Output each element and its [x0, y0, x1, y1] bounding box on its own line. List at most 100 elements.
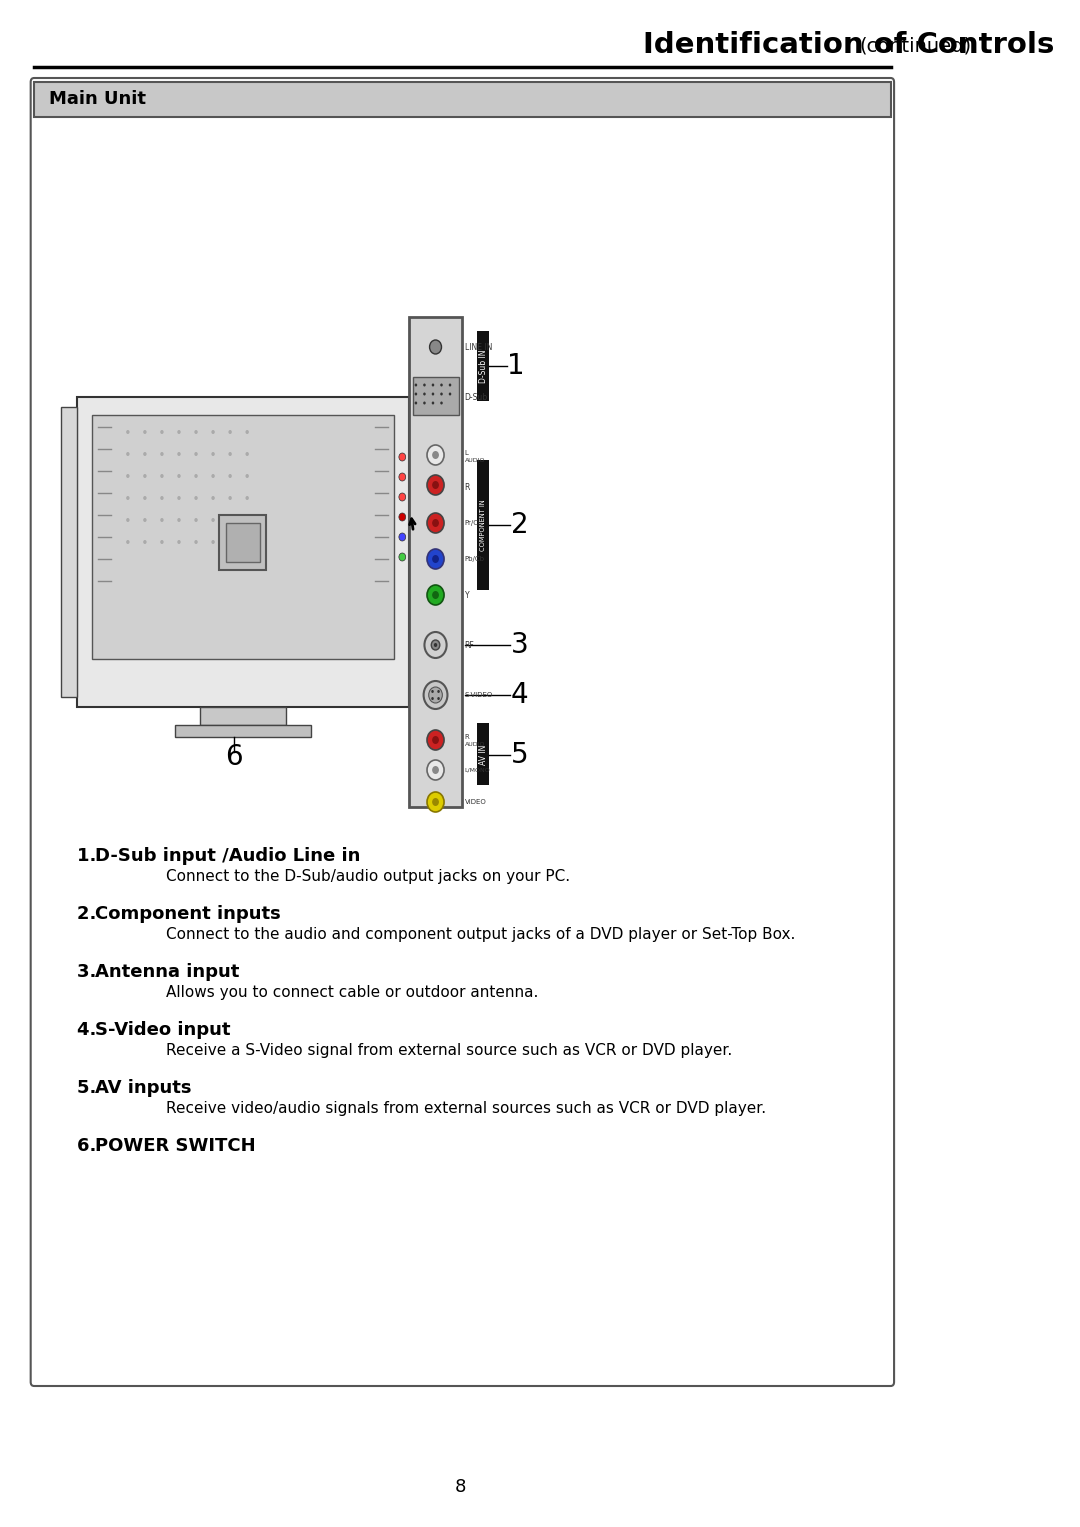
- Circle shape: [427, 513, 444, 533]
- Circle shape: [212, 518, 215, 522]
- Circle shape: [194, 473, 198, 478]
- Text: Pb/Cb: Pb/Cb: [464, 556, 485, 562]
- Circle shape: [432, 767, 438, 774]
- Circle shape: [427, 760, 444, 780]
- Text: L/MONO: L/MONO: [464, 768, 490, 773]
- Text: RF: RF: [464, 640, 474, 649]
- Bar: [477, 460, 489, 589]
- Circle shape: [399, 493, 406, 501]
- Circle shape: [126, 473, 130, 478]
- Bar: [77, 397, 409, 707]
- Bar: [92, 415, 394, 660]
- Circle shape: [144, 541, 147, 544]
- Text: 4: 4: [511, 681, 529, 709]
- Circle shape: [229, 541, 232, 544]
- Circle shape: [212, 431, 215, 434]
- Circle shape: [427, 550, 444, 570]
- Text: (continued): (continued): [859, 37, 971, 55]
- Circle shape: [399, 454, 406, 461]
- Circle shape: [245, 518, 248, 522]
- Circle shape: [427, 585, 444, 605]
- Circle shape: [160, 541, 164, 544]
- Circle shape: [126, 541, 130, 544]
- Text: Receive video/audio signals from external sources such as VCR or DVD player.: Receive video/audio signals from externa…: [166, 1101, 767, 1116]
- Text: 2.: 2.: [77, 906, 103, 922]
- Text: S-Video input: S-Video input: [95, 1022, 231, 1038]
- Circle shape: [126, 431, 130, 434]
- Text: POWER SWITCH: POWER SWITCH: [95, 1138, 256, 1154]
- Text: COMPONENT IN: COMPONENT IN: [481, 499, 486, 551]
- Circle shape: [441, 383, 443, 386]
- Bar: [35, 82, 891, 118]
- Circle shape: [177, 452, 180, 457]
- Bar: [477, 722, 489, 785]
- Circle shape: [399, 553, 406, 560]
- Circle shape: [441, 392, 443, 395]
- Text: Allows you to connect cable or outdoor antenna.: Allows you to connect cable or outdoor a…: [166, 985, 539, 1000]
- Text: Identification of Controls: Identification of Controls: [644, 31, 1055, 60]
- Text: D-Sub input /Audio Line in: D-Sub input /Audio Line in: [95, 847, 361, 864]
- Circle shape: [399, 533, 406, 541]
- Circle shape: [415, 392, 417, 395]
- Circle shape: [432, 591, 438, 599]
- Text: Y: Y: [464, 591, 469, 600]
- Circle shape: [160, 473, 164, 478]
- Circle shape: [212, 473, 215, 478]
- Circle shape: [229, 518, 232, 522]
- Circle shape: [427, 793, 444, 812]
- Text: 6.: 6.: [77, 1138, 103, 1154]
- Circle shape: [432, 519, 438, 527]
- Circle shape: [194, 541, 198, 544]
- Text: Connect to the D-Sub/audio output jacks on your PC.: Connect to the D-Sub/audio output jacks …: [166, 869, 570, 884]
- Bar: [219, 515, 267, 570]
- Circle shape: [229, 496, 232, 499]
- Circle shape: [432, 736, 438, 744]
- Circle shape: [229, 452, 232, 457]
- Circle shape: [144, 496, 147, 499]
- Circle shape: [437, 696, 440, 699]
- Circle shape: [177, 518, 180, 522]
- Circle shape: [126, 452, 130, 457]
- Circle shape: [245, 473, 248, 478]
- Circle shape: [431, 690, 434, 693]
- Circle shape: [432, 392, 434, 395]
- Circle shape: [432, 383, 434, 386]
- Circle shape: [160, 496, 164, 499]
- Circle shape: [449, 392, 451, 395]
- Text: 1.: 1.: [77, 847, 103, 864]
- Circle shape: [160, 452, 164, 457]
- Bar: [409, 318, 462, 806]
- Circle shape: [430, 341, 442, 354]
- Circle shape: [177, 431, 180, 434]
- Text: 6: 6: [226, 744, 243, 771]
- Circle shape: [431, 696, 434, 699]
- Text: VIDEO: VIDEO: [464, 799, 486, 805]
- Bar: [227, 522, 259, 562]
- Text: S-VIDEO: S-VIDEO: [464, 692, 492, 698]
- Text: Connect to the audio and component output jacks of a DVD player or Set-Top Box.: Connect to the audio and component outpu…: [166, 927, 796, 942]
- Text: 2: 2: [511, 512, 529, 539]
- Circle shape: [229, 473, 232, 478]
- Circle shape: [126, 496, 130, 499]
- Circle shape: [144, 452, 147, 457]
- Circle shape: [126, 518, 130, 522]
- Text: Component inputs: Component inputs: [95, 906, 281, 922]
- Circle shape: [432, 481, 438, 489]
- Circle shape: [427, 444, 444, 466]
- Circle shape: [245, 452, 248, 457]
- FancyBboxPatch shape: [30, 78, 894, 1387]
- Circle shape: [144, 473, 147, 478]
- Text: 5: 5: [511, 741, 529, 770]
- Circle shape: [423, 402, 426, 405]
- Circle shape: [441, 402, 443, 405]
- Text: D-Sub: D-Sub: [464, 392, 488, 402]
- Circle shape: [194, 431, 198, 434]
- Circle shape: [212, 452, 215, 457]
- Circle shape: [432, 450, 438, 460]
- Circle shape: [427, 475, 444, 495]
- Circle shape: [177, 473, 180, 478]
- Circle shape: [144, 431, 147, 434]
- Bar: [62, 408, 77, 696]
- Circle shape: [423, 392, 426, 395]
- Circle shape: [399, 513, 406, 521]
